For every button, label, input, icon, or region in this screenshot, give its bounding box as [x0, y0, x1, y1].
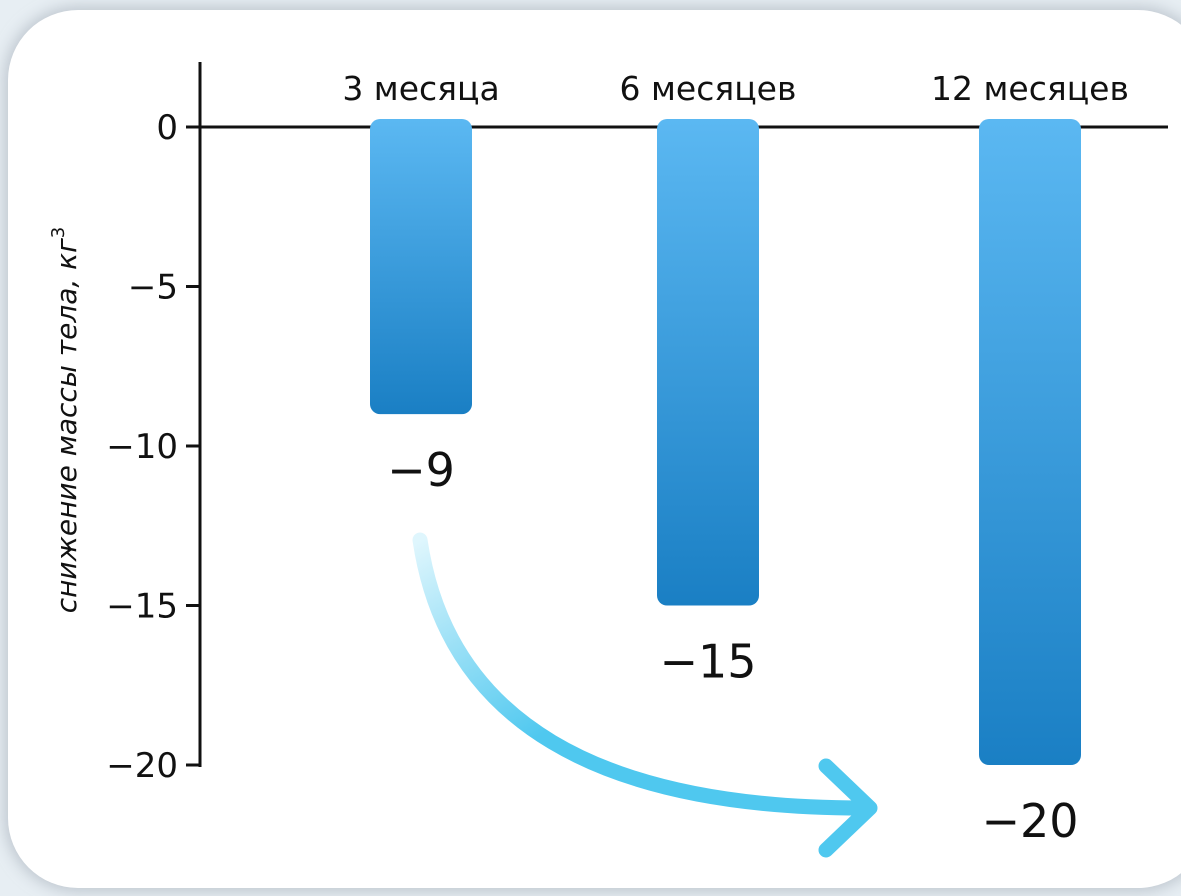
category-label: 12 месяцев [931, 69, 1129, 108]
bar-value-label: −9 [387, 443, 455, 497]
category-label: 6 месяцев [620, 69, 797, 108]
y-axis-label-superscript: 3 [48, 227, 69, 238]
bar [370, 119, 472, 415]
category-labels: 3 месяца 6 месяцев 12 месяцев [342, 69, 1129, 108]
trend-arrow [412, 532, 878, 858]
bar-value-label: −20 [981, 794, 1078, 848]
value-labels: −9 −15 −20 [387, 443, 1078, 848]
y-axis-ticks: 0 −5 −10 −15 −20 [106, 108, 200, 786]
y-tick-label: −15 [106, 587, 178, 627]
bar [979, 119, 1081, 765]
category-label: 3 месяца [342, 69, 499, 108]
y-tick-label: −20 [106, 746, 178, 786]
y-tick-label: 0 [156, 108, 178, 148]
y-axis-label-text: снижение массы тела, кг [50, 238, 83, 613]
bar-value-label: −15 [659, 635, 756, 689]
bars [370, 119, 1081, 765]
arrow-shaft [412, 532, 876, 816]
y-axis-label: снижение массы тела, кг3 [48, 227, 83, 614]
bar [657, 119, 759, 606]
y-tick-label: −10 [106, 427, 178, 467]
arrow-head [818, 758, 878, 858]
y-tick-label: −5 [128, 268, 178, 308]
